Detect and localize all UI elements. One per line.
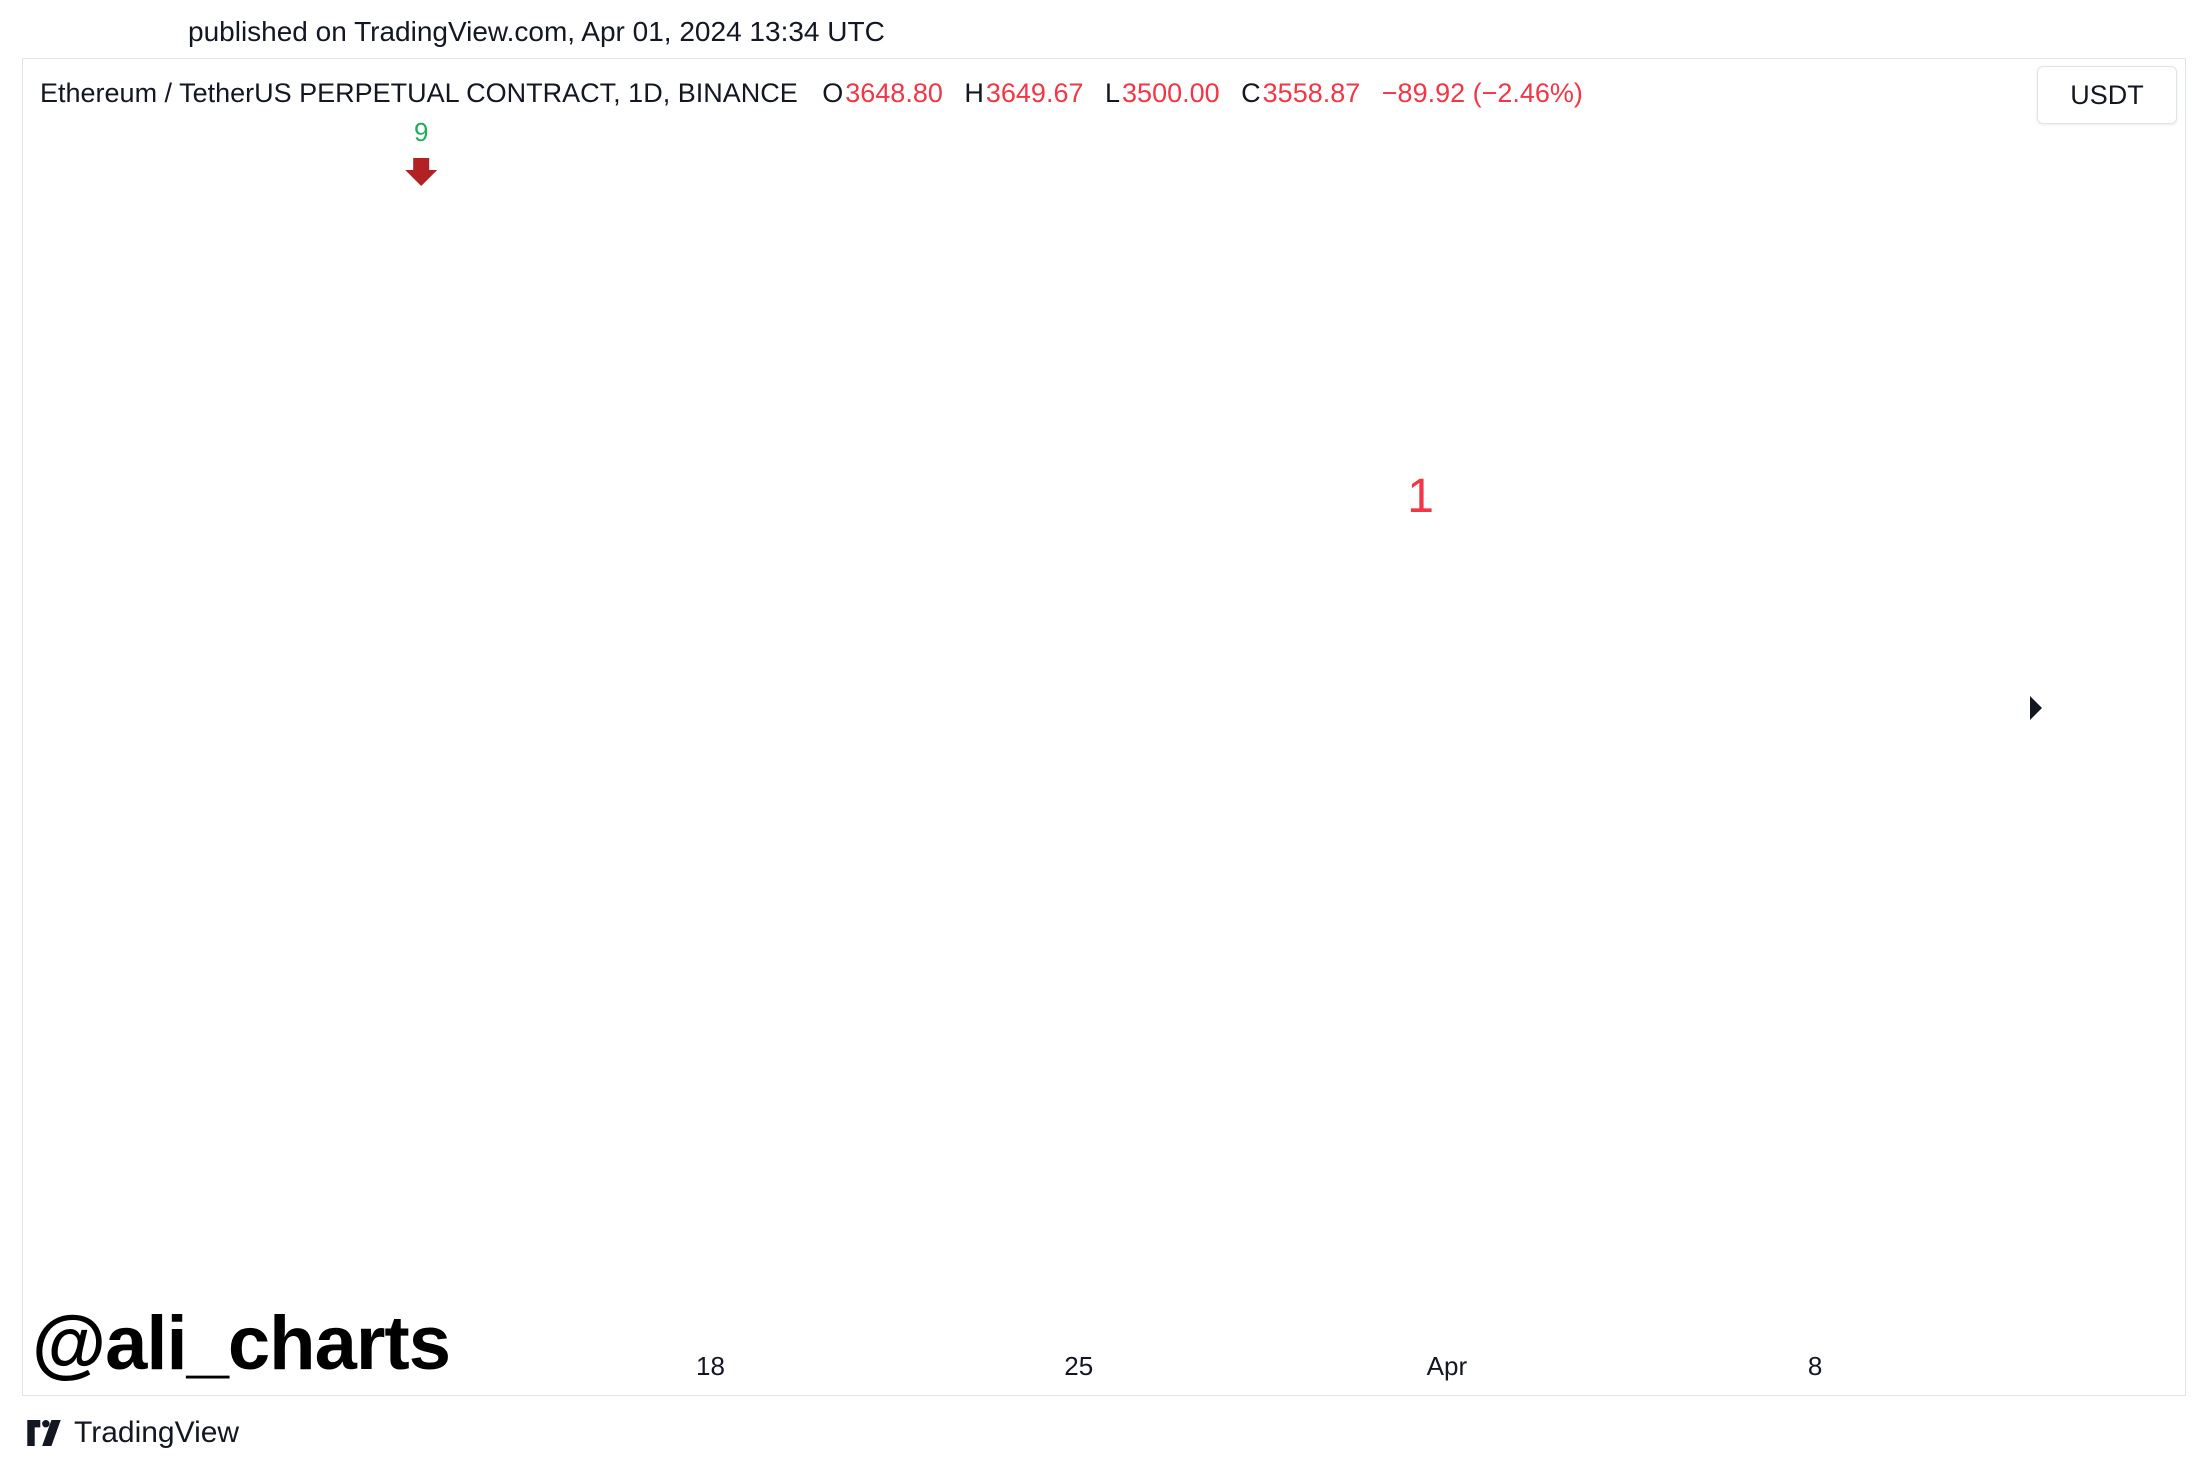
sequential-count-one: 1 xyxy=(1407,470,1434,523)
low-label: L xyxy=(1105,78,1121,108)
footer-brand: TradingView xyxy=(74,1416,240,1449)
author-watermark: @ali_charts xyxy=(32,1301,451,1386)
sequential-count-nine: 9 xyxy=(414,117,428,147)
symbol-legend: Ethereum / TetherUS PERPETUAL CONTRACT, … xyxy=(40,78,1585,109)
chart-frame xyxy=(22,58,2186,1396)
x-tick-label: 8 xyxy=(1808,1351,1822,1381)
symbol-name[interactable]: Ethereum / TetherUS PERPETUAL CONTRACT, … xyxy=(40,78,798,108)
x-tick-label: Apr xyxy=(1427,1351,1468,1381)
tradingview-logo-icon xyxy=(27,1420,61,1446)
change-value: −89.92 (−2.46%) xyxy=(1381,78,1583,108)
x-tick-label: 18 xyxy=(696,1351,725,1381)
currency-button[interactable]: USDT xyxy=(2037,66,2177,124)
close-label: C xyxy=(1241,78,1261,108)
x-tick-label: 25 xyxy=(1064,1351,1093,1381)
close-value: 3558.87 xyxy=(1262,78,1361,108)
axis-scroll-handle-icon[interactable] xyxy=(2030,696,2042,720)
tradingview-footer[interactable]: TradingView xyxy=(22,1416,239,1450)
open-value: 3648.80 xyxy=(845,78,943,108)
high-label: H xyxy=(964,78,984,108)
published-caption: published on TradingView.com, Apr 01, 20… xyxy=(188,16,885,47)
open-label: O xyxy=(822,78,844,108)
down-arrow-icon xyxy=(405,158,438,186)
high-value: 3649.67 xyxy=(985,78,1084,108)
low-value: 3500.00 xyxy=(1122,78,1220,108)
